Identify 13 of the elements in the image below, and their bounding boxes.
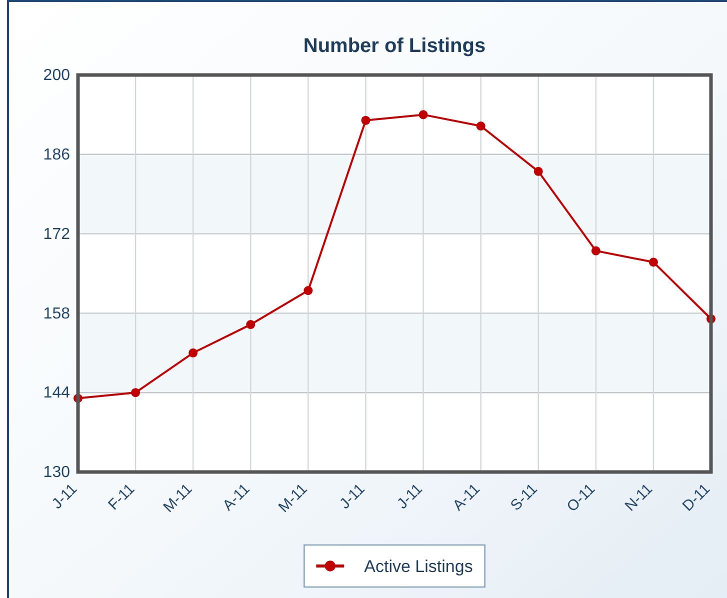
x-tick-label: J-11: [48, 480, 81, 512]
y-tick-label: 130: [43, 464, 70, 482]
legend-label: Active Listings: [364, 556, 473, 576]
chart-title: Number of Listings: [303, 35, 486, 57]
y-tick-label: 172: [43, 226, 70, 243]
x-tick-label: J-11: [394, 480, 426, 512]
x-tick-label: S-11: [507, 480, 541, 514]
y-tick-label: 200: [43, 67, 70, 84]
y-tick-label: 158: [43, 305, 70, 322]
x-tick-label: J-11: [336, 480, 368, 512]
y-tick-label: 144: [43, 384, 70, 402]
y-tick-label: 186: [43, 146, 70, 164]
x-tick-label: F-11: [105, 480, 138, 514]
